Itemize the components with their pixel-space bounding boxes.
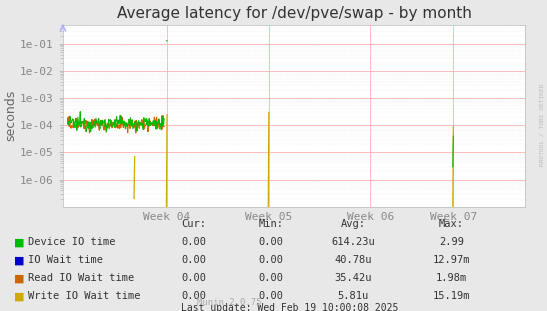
Text: 1.98m: 1.98m xyxy=(435,273,467,283)
Text: 614.23u: 614.23u xyxy=(331,237,375,247)
Text: Min:: Min: xyxy=(258,219,283,229)
Text: ■: ■ xyxy=(14,255,24,265)
Text: 0.00: 0.00 xyxy=(258,255,283,265)
Title: Average latency for /dev/pve/swap - by month: Average latency for /dev/pve/swap - by m… xyxy=(117,6,472,21)
Text: 0.00: 0.00 xyxy=(182,291,207,301)
Text: 0.00: 0.00 xyxy=(258,291,283,301)
Text: 2.99: 2.99 xyxy=(439,237,464,247)
Text: ■: ■ xyxy=(14,237,24,247)
Y-axis label: seconds: seconds xyxy=(4,90,18,142)
Text: Avg:: Avg: xyxy=(340,219,365,229)
Text: ■: ■ xyxy=(14,273,24,283)
Text: 5.81u: 5.81u xyxy=(337,291,369,301)
Text: Last update: Wed Feb 19 10:00:08 2025: Last update: Wed Feb 19 10:00:08 2025 xyxy=(181,303,399,311)
Text: 15.19m: 15.19m xyxy=(433,291,470,301)
Text: 0.00: 0.00 xyxy=(182,255,207,265)
Text: 0.00: 0.00 xyxy=(182,237,207,247)
Text: IO Wait time: IO Wait time xyxy=(28,255,103,265)
Text: RRDTOOL / TOBI OETIKER: RRDTOOL / TOBI OETIKER xyxy=(539,83,544,166)
Text: 0.00: 0.00 xyxy=(258,237,283,247)
Text: Read IO Wait time: Read IO Wait time xyxy=(28,273,135,283)
Text: 0.00: 0.00 xyxy=(258,273,283,283)
Text: 0.00: 0.00 xyxy=(182,273,207,283)
Text: 35.42u: 35.42u xyxy=(334,273,371,283)
Text: 40.78u: 40.78u xyxy=(334,255,371,265)
Text: 12.97m: 12.97m xyxy=(433,255,470,265)
Text: Device IO time: Device IO time xyxy=(28,237,116,247)
Text: Munin 2.0.75: Munin 2.0.75 xyxy=(197,298,262,307)
Text: Cur:: Cur: xyxy=(182,219,207,229)
Text: ■: ■ xyxy=(14,291,24,301)
Text: Max:: Max: xyxy=(439,219,464,229)
Text: Write IO Wait time: Write IO Wait time xyxy=(28,291,141,301)
